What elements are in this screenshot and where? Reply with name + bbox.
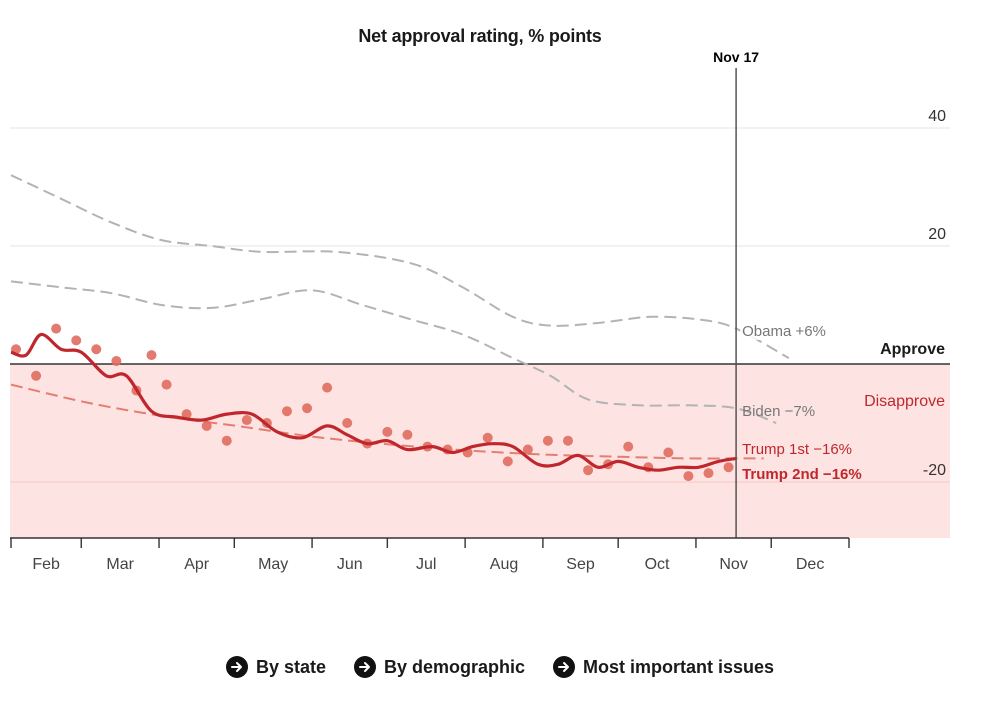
- poll-dot: [623, 441, 634, 452]
- biden-label: Biden −7%: [742, 403, 815, 420]
- x-tick-label: Nov: [719, 556, 747, 573]
- poll-dot: [111, 356, 122, 367]
- poll-dot: [663, 447, 674, 458]
- poll-dot: [683, 471, 694, 482]
- poll-dot: [71, 335, 82, 346]
- approve-zone-label: Approve: [880, 341, 945, 358]
- trump-1st-label: Trump 1st −16%: [742, 441, 852, 458]
- poll-dot: [482, 432, 493, 443]
- x-tick-label: Dec: [796, 556, 824, 573]
- poll-dot: [91, 344, 102, 355]
- trump-2nd-line: [10, 332, 737, 472]
- approval-chart: -20 20 40 Nov 17 Obama +6% Biden −7% Trump 1…: [10, 49, 950, 573]
- poll-dot: [542, 435, 553, 446]
- label-background: [740, 318, 823, 340]
- obama-label: Obama +6%: [742, 323, 826, 340]
- poll-dot: [181, 409, 192, 420]
- x-tick-label: Jun: [337, 556, 363, 573]
- arrow-right-icon: [225, 656, 248, 678]
- x-tick-label: Jul: [416, 556, 436, 573]
- most-important-issues-label: Most important issues: [583, 656, 775, 677]
- x-tick-label: Apr: [184, 556, 210, 573]
- poll-dot: [31, 370, 42, 381]
- x-tick-label: Feb: [32, 556, 60, 573]
- poll-dot: [281, 406, 292, 417]
- arrow-right-icon: [553, 656, 576, 678]
- x-tick-label: Oct: [645, 556, 670, 573]
- poll-dot: [146, 350, 157, 361]
- by-state-label: By state: [255, 656, 326, 677]
- poll-dot: [583, 465, 594, 476]
- nov17-marker-label: Nov 17: [713, 49, 759, 65]
- biden-line: [10, 280, 777, 424]
- disapprove-zone-label: Disapprove: [864, 393, 945, 410]
- obama-line: [10, 174, 790, 359]
- arrow-right-icon: [353, 656, 376, 678]
- poll-dot: [302, 403, 313, 414]
- poll-dot: [342, 418, 353, 428]
- poll-dot: [241, 415, 252, 426]
- poll-dot: [703, 468, 714, 479]
- poll-dot: [221, 435, 232, 446]
- poll-dot: [562, 435, 573, 446]
- poll-dot: [402, 429, 413, 440]
- trump-2nd-label: Trump 2nd −16%: [742, 466, 862, 483]
- poll-dot: [51, 323, 62, 334]
- by-demographic-label: By demographic: [383, 656, 526, 677]
- poll-dot: [201, 420, 212, 431]
- related-links: By state By demographic Most important i…: [0, 656, 1000, 678]
- poll-dot: [161, 379, 172, 390]
- x-tick-label: Sep: [566, 556, 595, 573]
- x-tick-label: May: [258, 556, 288, 573]
- by-state-link[interactable]: By state: [225, 656, 326, 678]
- y-tick-label: 20: [928, 226, 946, 243]
- x-tick-label: Mar: [106, 556, 134, 573]
- by-demographic-link[interactable]: By demographic: [353, 656, 526, 678]
- poll-dot: [502, 456, 513, 467]
- y-tick-label: -20: [923, 462, 946, 479]
- poll-dot: [522, 444, 533, 455]
- chart-title: Net approval rating, % points: [358, 26, 602, 46]
- poll-dot: [322, 382, 333, 393]
- x-tick-label: Aug: [490, 556, 518, 573]
- y-tick-label: 40: [928, 108, 946, 125]
- most-important-issues-link[interactable]: Most important issues: [553, 656, 774, 678]
- poll-dot: [723, 462, 734, 473]
- poll-dot: [382, 426, 393, 437]
